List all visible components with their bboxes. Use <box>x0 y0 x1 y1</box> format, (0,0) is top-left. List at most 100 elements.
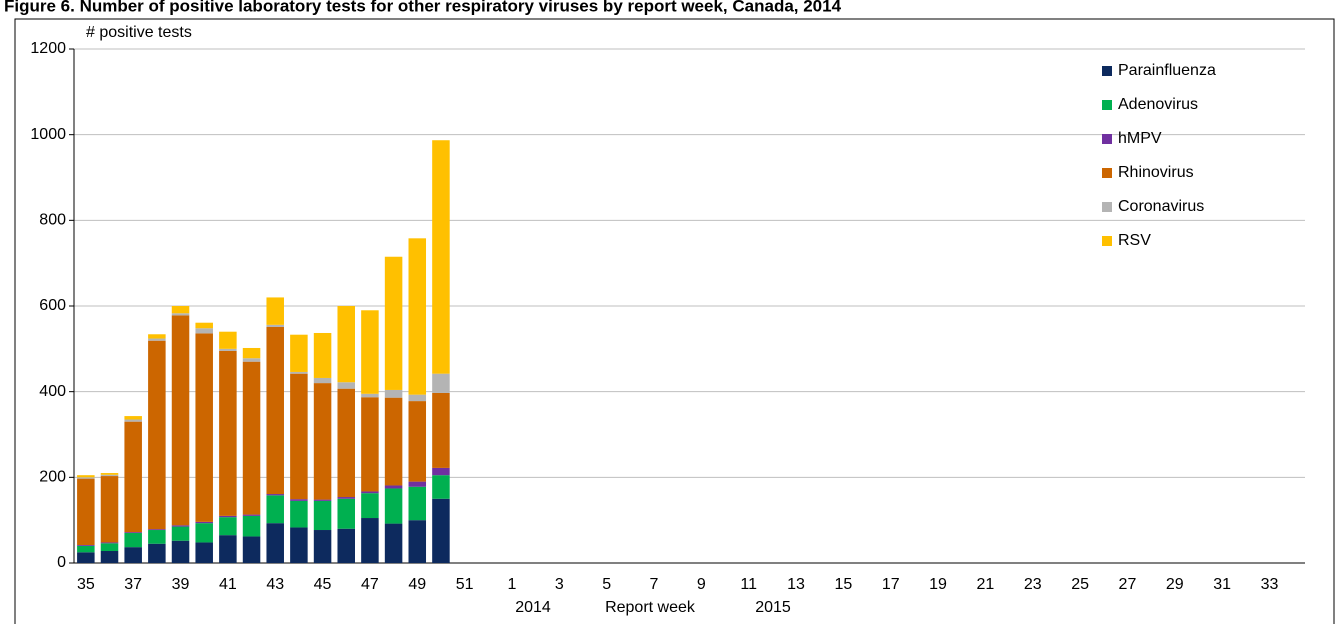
y-tick-label: 0 <box>57 554 66 571</box>
x-tick-label: 23 <box>1024 576 1042 593</box>
bar-segment <box>124 419 142 422</box>
bar-segment <box>219 515 237 518</box>
bar-segment <box>337 306 355 383</box>
bar-segment <box>148 529 166 531</box>
y-tick-label: 400 <box>39 383 66 400</box>
bar-segment <box>148 340 166 530</box>
x-tick-label: 3 <box>555 576 564 593</box>
bar-segment <box>432 467 450 476</box>
bar-segment <box>290 500 308 528</box>
x-tick-label: 49 <box>408 576 426 593</box>
bar-segment <box>219 331 237 349</box>
bar-segment <box>195 328 213 334</box>
bar-segment <box>100 551 119 563</box>
x-tick-label: 7 <box>650 576 659 593</box>
x-tick-label: 17 <box>882 576 900 593</box>
bar-segment <box>171 540 190 563</box>
x-tick-label: 35 <box>77 576 95 593</box>
bar-segment <box>242 536 261 563</box>
bar-segment <box>266 324 284 327</box>
bar-segment <box>148 334 166 339</box>
bar-segment <box>290 334 308 372</box>
x-tick-label: 51 <box>456 576 474 593</box>
x-tick-label: 21 <box>977 576 995 593</box>
bar-segment <box>266 326 284 495</box>
bar-segment <box>361 393 379 398</box>
y-tick-label: 1200 <box>30 40 66 57</box>
x-tick-label: 29 <box>1166 576 1184 593</box>
chart-title: Figure 6. Number of positive laboratory … <box>4 0 842 15</box>
x-axis-label: Report week <box>605 599 696 616</box>
legend-label: RSV <box>1118 232 1151 249</box>
bar-segment <box>124 532 142 534</box>
x-tick-label: 1 <box>507 576 516 593</box>
bar-segment <box>361 518 379 563</box>
x-period-label: 2014 <box>515 599 551 616</box>
bar-segment <box>408 520 427 563</box>
legend-swatch <box>1102 100 1112 110</box>
bar-segment <box>266 494 284 496</box>
x-tick-label: 33 <box>1261 576 1279 593</box>
bar-segment <box>408 486 427 521</box>
chart-frame <box>14 18 1335 624</box>
y-tick-label: 1000 <box>30 126 66 143</box>
x-tick-label: 43 <box>266 576 284 593</box>
bar-segment <box>148 530 166 544</box>
bar-segment <box>171 526 190 541</box>
bar-segment <box>171 315 190 526</box>
bar-segment <box>361 397 379 492</box>
bar-segment <box>337 528 355 563</box>
bar-segment <box>313 377 332 384</box>
bar-segment <box>100 474 119 477</box>
legend-swatch <box>1102 66 1112 76</box>
bar-segment <box>242 361 261 515</box>
bar-segment <box>290 371 308 374</box>
bar-segment <box>432 373 450 393</box>
bar-segment <box>384 397 403 486</box>
bar-segment <box>290 527 308 563</box>
bar-segment <box>124 416 142 420</box>
bar-segment <box>242 347 261 359</box>
legend-swatch <box>1102 134 1112 144</box>
bar-segment <box>384 485 403 489</box>
bar-segment <box>77 552 95 563</box>
bar-segment <box>195 542 213 563</box>
x-tick-label: 5 <box>602 576 611 593</box>
bar-segment <box>195 322 213 329</box>
bar-segment <box>124 533 142 548</box>
bar-segment <box>77 545 95 546</box>
bar-segment <box>408 401 427 482</box>
bar-segment <box>337 388 355 498</box>
bar-segment <box>361 310 379 394</box>
bar-segment <box>171 313 190 316</box>
bar-segment <box>408 394 427 402</box>
legend-label: Adenovirus <box>1118 96 1198 113</box>
bar-segment <box>432 475 450 499</box>
bar-segment <box>290 499 308 501</box>
bar-segment <box>219 348 237 351</box>
bar-segment <box>77 545 95 553</box>
bar-segment <box>171 306 190 314</box>
bar-segment <box>337 498 355 529</box>
bar-segment <box>77 477 95 479</box>
legend-label: Parainfluenza <box>1118 62 1216 79</box>
x-tick-label: 19 <box>929 576 947 593</box>
bar-segment <box>219 535 237 563</box>
bar-segment <box>337 497 355 499</box>
x-tick-label: 11 <box>740 576 757 593</box>
bar-segment <box>219 350 237 516</box>
bar-segment <box>313 499 332 501</box>
bar-segment <box>384 488 403 524</box>
y-tick-label: 200 <box>39 469 66 486</box>
bar-segment <box>219 517 237 536</box>
bar-segment <box>266 495 284 524</box>
legend-swatch <box>1102 236 1112 246</box>
legend-label: hMPV <box>1118 130 1162 147</box>
bar-segment <box>100 543 119 552</box>
bar-segment <box>313 530 332 563</box>
bar-segment <box>242 515 261 537</box>
bar-segment <box>148 338 166 341</box>
bar-segment <box>124 421 142 533</box>
bar-segment <box>384 523 403 563</box>
bar-segment <box>313 500 332 531</box>
